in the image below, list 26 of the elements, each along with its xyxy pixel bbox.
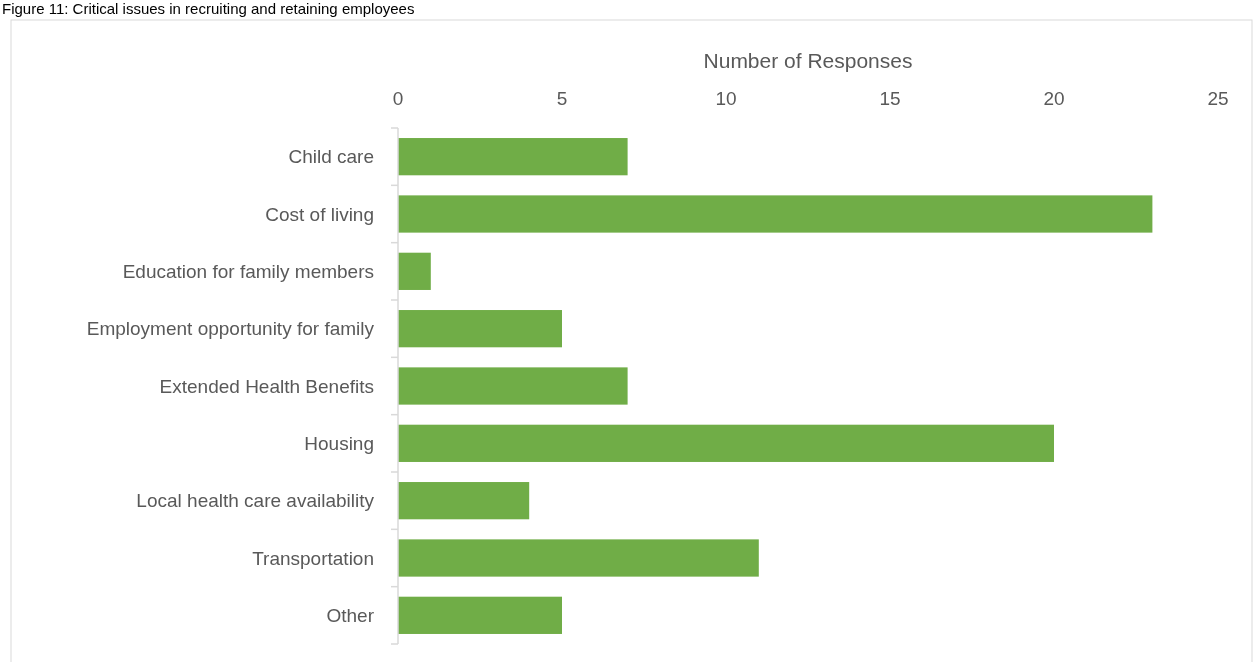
x-tick-label: 10: [715, 88, 737, 109]
y-tick-label: Cost of living: [265, 203, 374, 225]
y-tick-label: Child care: [288, 146, 374, 168]
y-tick-label: Other: [326, 604, 375, 626]
y-tick-label: Transportation: [252, 547, 374, 569]
bar: [398, 367, 628, 405]
y-tick-label: Local health care availability: [136, 490, 375, 512]
x-axis-title: Number of Responses: [703, 49, 913, 72]
y-tick-label: Education for family members: [122, 260, 374, 282]
bar: [398, 424, 1054, 462]
bar: [398, 195, 1153, 233]
bar: [398, 482, 530, 520]
bar: [398, 252, 431, 290]
bar: [398, 310, 562, 348]
x-tick-label: 20: [1043, 88, 1065, 109]
text: Figure 11: Critical issues in recruiting and retaining employees: [2, 0, 415, 17]
y-tick-label: Employment opportunity for family: [86, 318, 375, 340]
bar: [398, 138, 628, 176]
x-tick-label: 25: [1207, 88, 1229, 109]
y-tick-label: Extended Health Benefits: [159, 375, 374, 397]
x-tick-label: 0: [392, 88, 404, 109]
y-tick-label: Housing: [304, 432, 374, 454]
x-tick-label: 5: [556, 88, 568, 109]
x-tick-label: 15: [879, 88, 901, 109]
bar: [398, 539, 759, 577]
bar: [398, 596, 562, 634]
